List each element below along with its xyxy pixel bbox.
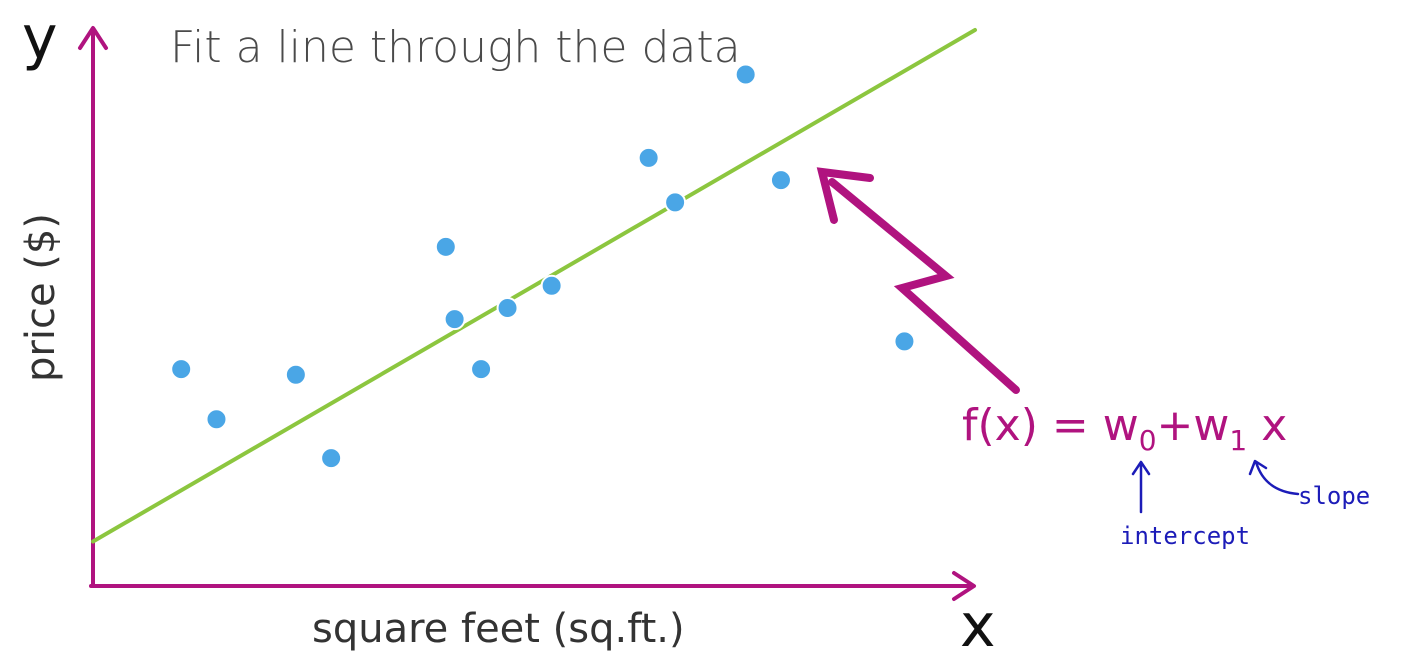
data-point xyxy=(284,363,307,386)
chart-title: Fit a line through the data xyxy=(170,22,741,73)
data-point xyxy=(734,63,757,86)
data-point xyxy=(637,146,660,169)
data-point xyxy=(540,274,563,297)
data-point xyxy=(320,447,343,470)
pointer-arrow xyxy=(816,167,1020,394)
fit-line-layer xyxy=(91,28,977,544)
x-axis-arrowhead xyxy=(952,571,976,601)
data-point xyxy=(664,191,687,214)
formula-lhs: f(x) = xyxy=(962,400,1103,451)
formula-x: x xyxy=(1247,400,1287,451)
slope-arrow xyxy=(1248,459,1300,496)
fit-line xyxy=(91,28,977,544)
handwritten-annotations: intercept slope xyxy=(1120,459,1370,550)
x-axis-letter: x xyxy=(960,591,996,658)
formula-w1-subscript: 1 xyxy=(1229,424,1247,457)
data-point xyxy=(443,308,466,331)
data-point xyxy=(496,297,519,319)
data-point xyxy=(170,358,193,381)
data-point xyxy=(205,408,228,431)
data-point xyxy=(769,169,792,192)
formula-w1: w xyxy=(1193,400,1229,451)
y-axis-label: price ($) xyxy=(18,213,64,382)
slope-annotation: slope xyxy=(1298,482,1370,510)
y-axis-arrowhead xyxy=(78,26,108,50)
formula-plus: + xyxy=(1157,400,1194,451)
x-axis-label: square feet (sq.ft.) xyxy=(312,606,685,652)
data-point xyxy=(434,235,457,258)
zigzag-arrow-shaft xyxy=(828,178,1020,394)
zigzag-arrowhead xyxy=(816,167,874,224)
formula-w0: w xyxy=(1103,400,1139,451)
intercept-annotation: intercept xyxy=(1120,522,1250,550)
formula-w0-subscript: 0 xyxy=(1139,424,1157,457)
data-point xyxy=(893,330,916,353)
intercept-arrow xyxy=(1131,460,1151,514)
axes xyxy=(78,26,976,601)
model-formula: f(x) = w0+w1 x xyxy=(962,400,1287,457)
y-axis-letter: y xyxy=(22,3,58,73)
data-points xyxy=(170,63,916,470)
data-point xyxy=(470,358,493,381)
